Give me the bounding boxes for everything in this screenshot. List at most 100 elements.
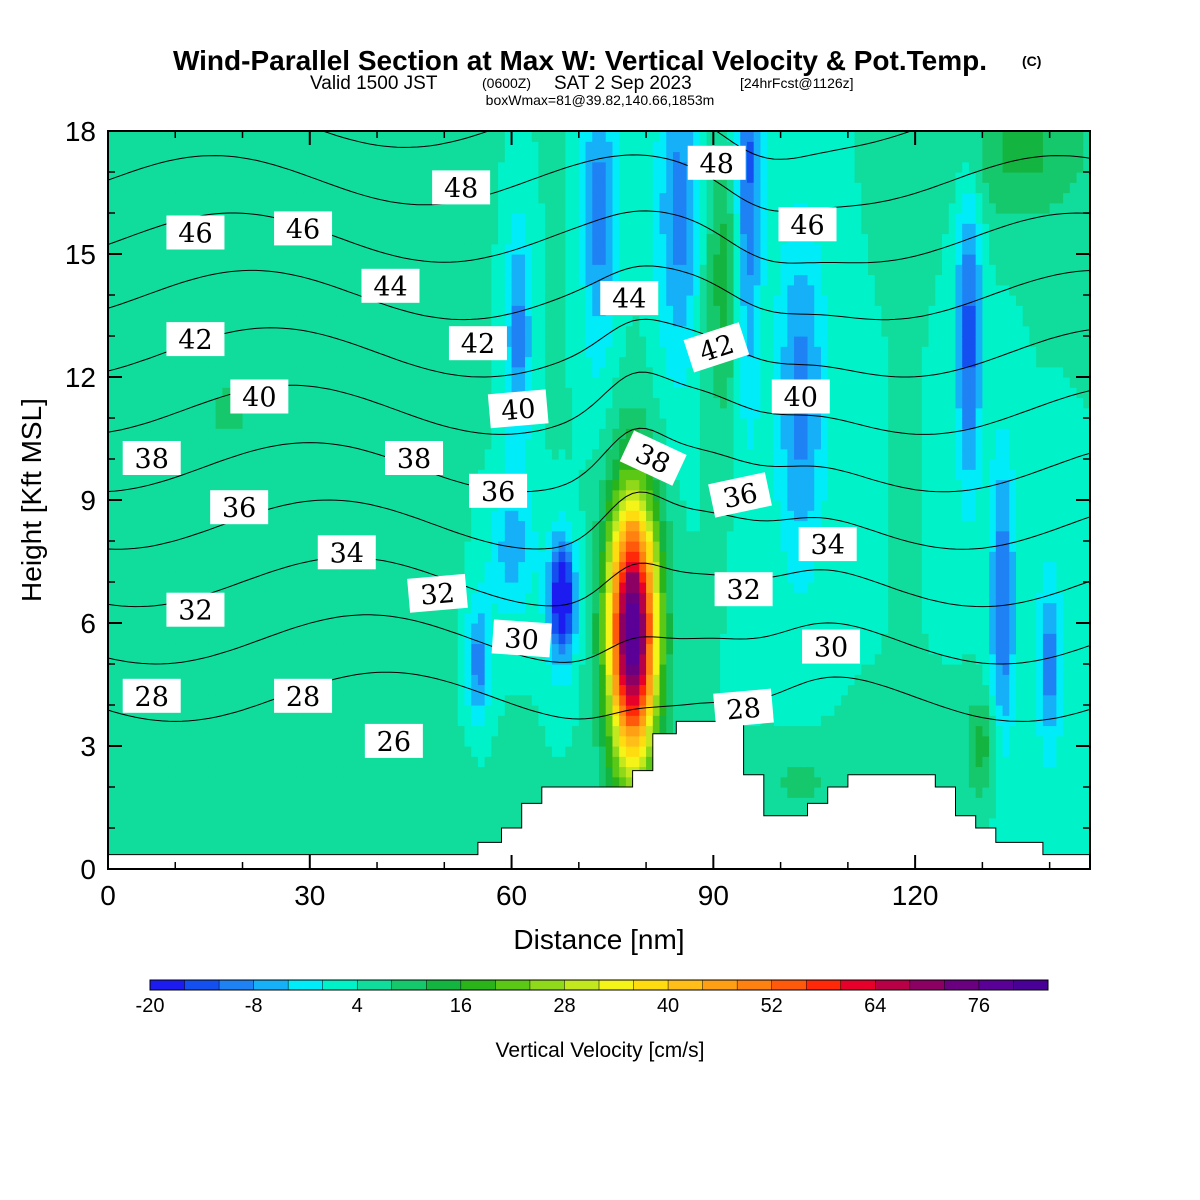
velocity-cell [336, 828, 345, 839]
velocity-cell [424, 325, 432, 337]
velocity-cell [504, 243, 513, 255]
velocity-cell [134, 141, 143, 153]
velocity-cell [235, 725, 244, 737]
velocity-cell [471, 223, 479, 235]
velocity-cell [229, 192, 237, 204]
velocity-cell [128, 489, 136, 501]
velocity-cell [242, 438, 250, 450]
velocity-cell [363, 715, 371, 727]
velocity-cell [565, 694, 573, 706]
velocity-cell [558, 469, 566, 481]
velocity-cell [155, 520, 163, 532]
velocity-cell [457, 797, 466, 809]
velocity-cell [235, 735, 244, 747]
velocity-cell [161, 520, 170, 532]
velocity-cell [484, 377, 492, 388]
velocity-cell [323, 571, 331, 583]
velocity-cell [329, 213, 338, 224]
velocity-cell [511, 602, 519, 614]
velocity-cell [538, 725, 546, 737]
velocity-cell [477, 202, 486, 214]
velocity-cell [202, 633, 210, 645]
velocity-cell [558, 202, 566, 214]
velocity-cell [424, 705, 432, 716]
velocity-cell [242, 746, 250, 757]
velocity-cell [175, 715, 183, 727]
velocity-cell [565, 284, 573, 296]
velocity-cell [498, 746, 506, 757]
velocity-cell [316, 612, 324, 624]
velocity-cell [464, 684, 472, 696]
velocity-cell [397, 776, 405, 788]
velocity-cell [134, 387, 143, 399]
velocity-cell [464, 131, 472, 142]
velocity-cell [356, 172, 365, 183]
velocity-cell [114, 448, 123, 460]
velocity-cell [168, 766, 176, 778]
velocity-cell [383, 233, 392, 245]
velocity-cell [195, 131, 203, 142]
velocity-cell [181, 295, 190, 306]
velocity-cell [121, 838, 129, 850]
velocity-cell [121, 612, 129, 624]
velocity-cell [229, 797, 237, 809]
velocity-cell [525, 602, 533, 614]
velocity-cell [202, 838, 210, 850]
velocity-cell [504, 233, 513, 245]
velocity-cell [471, 571, 479, 583]
velocity-cell [202, 653, 210, 665]
velocity-cell [262, 664, 271, 675]
velocity-cell [108, 172, 116, 183]
velocity-cell [128, 274, 136, 286]
velocity-cell [457, 377, 466, 388]
velocity-cell [181, 551, 190, 563]
velocity-cell [188, 694, 197, 706]
velocity-cell [114, 192, 123, 204]
velocity-cell [215, 787, 223, 798]
velocity-cell [558, 223, 566, 235]
velocity-cell [504, 653, 513, 665]
velocity-cell [155, 131, 163, 142]
velocity-cell [343, 274, 351, 286]
velocity-cell [363, 479, 371, 491]
velocity-cell [229, 602, 237, 614]
velocity-cell [484, 592, 492, 604]
velocity-cell [188, 756, 197, 768]
velocity-cell [484, 807, 492, 819]
velocity-cell [309, 797, 318, 809]
velocity-cell [545, 551, 553, 563]
velocity-cell [289, 664, 297, 675]
velocity-cell [249, 264, 257, 276]
velocity-cell [289, 202, 297, 214]
velocity-cell [477, 551, 486, 563]
velocity-cell [518, 664, 526, 675]
velocity-cell [457, 448, 466, 460]
velocity-cell [276, 192, 284, 204]
velocity-cell [356, 202, 365, 214]
velocity-cell [168, 520, 176, 532]
velocity-cell [551, 725, 560, 737]
velocity-cell [114, 151, 123, 163]
velocity-cell [188, 387, 197, 399]
velocity-cell [457, 305, 466, 317]
velocity-cell [296, 756, 304, 768]
velocity-cell [262, 336, 271, 347]
velocity-cell [457, 479, 466, 491]
velocity-cell [242, 838, 250, 850]
velocity-cell [168, 623, 176, 634]
velocity-cell [511, 305, 519, 317]
velocity-cell [336, 377, 345, 388]
velocity-cell [504, 807, 513, 819]
velocity-cell [148, 387, 156, 399]
velocity-cell [296, 295, 304, 306]
velocity-cell [336, 284, 345, 296]
velocity-cell [484, 653, 492, 665]
velocity-cell [525, 233, 533, 245]
velocity-cell [175, 838, 183, 850]
velocity-cell [336, 838, 345, 850]
velocity-cell [356, 243, 365, 255]
velocity-cell [282, 479, 291, 491]
velocity-cell [148, 202, 156, 214]
velocity-cell [316, 305, 324, 317]
velocity-cell [141, 541, 149, 552]
